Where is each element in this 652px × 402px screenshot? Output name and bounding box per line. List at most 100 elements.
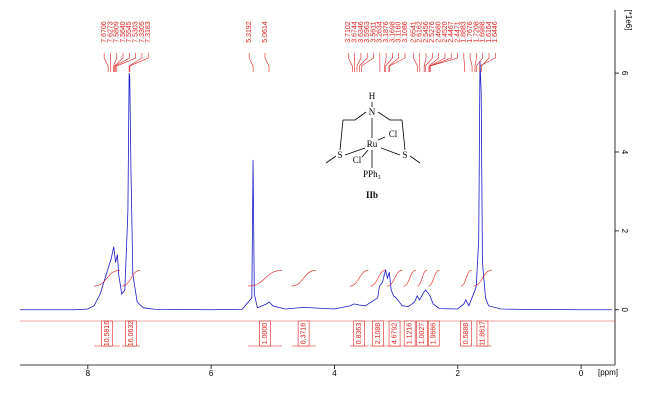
peak-label: 3.7102 (345, 21, 352, 43)
y-tick-label: 4 (620, 150, 629, 155)
integral-label: 0.5888 (463, 323, 470, 345)
integral-label: 0.8363 (356, 323, 363, 345)
bond (325, 155, 337, 164)
peak-label: 7.6273 (107, 21, 114, 43)
peak-label: 7.5809 (114, 21, 121, 43)
peak-leader (103, 53, 109, 72)
x-tick-label: 2 (456, 369, 461, 378)
integral-box (388, 320, 401, 347)
integral-curve (291, 270, 316, 287)
integral-label: 10.5816 (104, 321, 111, 346)
integral-box (353, 320, 365, 347)
peak-leader (424, 53, 433, 72)
peak-label: 2.4520 (442, 21, 449, 43)
x-axis-label: [ppm] (598, 368, 618, 377)
peak-leader (359, 53, 368, 72)
peak-label: 3.6346 (358, 21, 365, 43)
peak-label: 7.3183 (145, 21, 152, 43)
integral-label: 1.9666 (431, 323, 438, 345)
integral-label: 0.3716 (300, 323, 307, 345)
peak-leader (388, 53, 400, 72)
peak-label: 3.5611 (370, 21, 377, 42)
peak-label: 3.2634 (377, 21, 384, 43)
integral-curve (473, 270, 492, 287)
integral-box (125, 320, 137, 347)
bond (377, 111, 391, 121)
bond (401, 119, 406, 151)
integral-label: 16.0632 (128, 321, 135, 346)
peak-label: 7.3305 (139, 21, 146, 43)
peak-leader (113, 53, 118, 72)
integral-curve (93, 270, 120, 287)
peak-leader (356, 53, 362, 72)
integral-curve (403, 270, 416, 287)
atom: Ru (367, 139, 378, 149)
y-tick-label: 6 (620, 71, 629, 76)
compound-label: IIb (366, 190, 378, 200)
peak-label: 2.6541 (410, 21, 417, 43)
peak-label: 2.5276 (429, 21, 436, 43)
integral-curve (386, 270, 403, 287)
integral-curve (121, 270, 141, 287)
peak-leader (264, 53, 270, 72)
peak-leader (248, 53, 254, 72)
peak-leader (114, 53, 124, 72)
peak-leader (469, 53, 473, 72)
integral-label: 11.8617 (479, 321, 486, 346)
bond (380, 147, 401, 156)
peak-leader (474, 53, 477, 72)
peak-leader (128, 53, 143, 72)
peak-label: 2.5456 (423, 21, 430, 43)
peak-label: 5.3192 (246, 21, 253, 43)
peak-label: 3.1876 (383, 21, 390, 43)
integral-label: 4.6792 (391, 323, 398, 345)
peak-leader (384, 53, 387, 72)
peak-label: 1.6164 (486, 21, 493, 43)
integral-box (297, 320, 310, 347)
peak-label: 1.8883 (461, 21, 468, 43)
peak-leader (385, 53, 393, 72)
atom: Cl (389, 129, 398, 139)
integral-curve (416, 270, 428, 287)
atom: N (369, 107, 376, 117)
peak-label: 1.6988 (480, 21, 487, 43)
integral-label: 2.1088 (375, 323, 382, 345)
atom: S (337, 150, 342, 160)
y-tick-label: 2 (620, 229, 629, 234)
y-tick-label: 0 (620, 308, 629, 313)
integral-label: 1.1216 (407, 323, 414, 345)
peak-label: 3.1160 (396, 21, 403, 42)
integral-box (476, 320, 489, 347)
x-tick-label: 8 (86, 369, 91, 378)
peak-leader (116, 53, 136, 72)
peak-label: 3.1698 (389, 21, 396, 43)
peak-leader (479, 53, 496, 72)
peak-leader (114, 53, 130, 72)
integral-curve (349, 270, 369, 287)
atom: H (369, 91, 376, 101)
peak-leader (429, 53, 446, 72)
atom: S (402, 150, 407, 160)
peak-label: 3.6744 (351, 21, 358, 43)
peak-leader (463, 53, 465, 72)
integral-box (259, 320, 271, 347)
integral-label: 1.0000 (262, 323, 269, 345)
structure (325, 102, 421, 168)
peak-label: 2.6162 (417, 21, 424, 43)
x-tick-label: 0 (579, 369, 584, 378)
peak-label: 5.0614 (262, 21, 269, 43)
integral-box (101, 320, 113, 347)
peak-leader (389, 53, 406, 72)
atom: PPh₃ (363, 169, 381, 179)
peak-label: 2.4680 (435, 21, 442, 43)
integral-curve (370, 270, 386, 287)
peak-leader (361, 53, 374, 72)
y-axis-label: [*1e6] (624, 10, 633, 31)
integral-curve (460, 270, 472, 287)
peak-label: 7.5545 (126, 21, 133, 43)
peak-leader (476, 53, 484, 72)
integral-box (427, 320, 440, 347)
integral-box (403, 320, 416, 347)
